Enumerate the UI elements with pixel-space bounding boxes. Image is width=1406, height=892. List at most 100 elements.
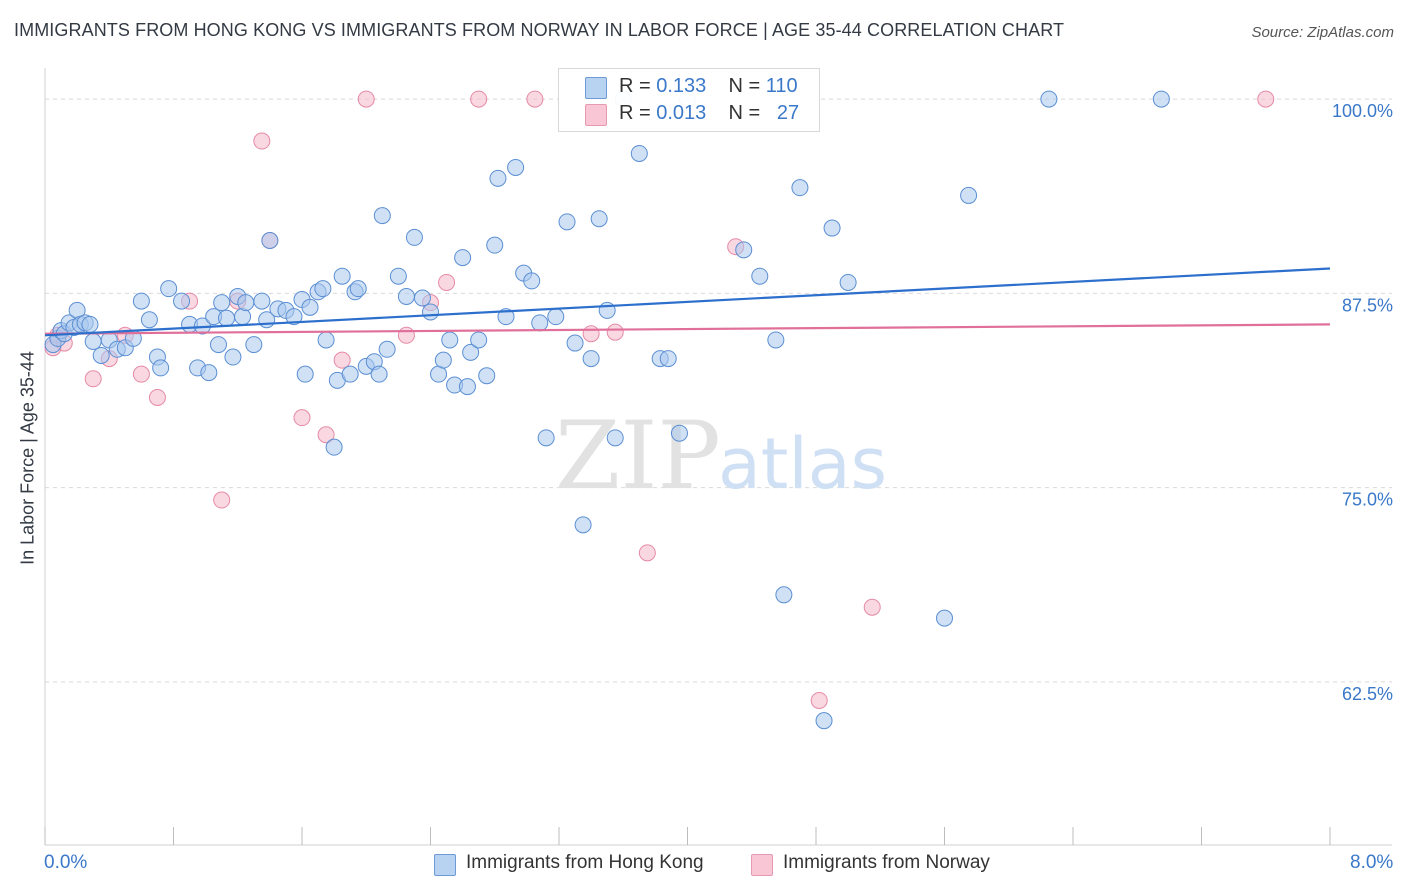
trend-lines [44, 267, 1331, 337]
hong-kong-point [341, 365, 359, 383]
y-tick-labels: 100.0% 87.5% 75.0% 62.5% [1332, 101, 1393, 704]
norway-point [357, 90, 375, 108]
watermark-zip: ZIP [555, 402, 721, 511]
norway-point [470, 90, 488, 108]
hong-kong-point [413, 289, 431, 307]
legend-n-value: 27 [776, 102, 800, 124]
hong-kong-point [333, 267, 351, 285]
hong-kong-point [815, 712, 833, 730]
watermark: ZIP atlas [555, 402, 887, 511]
source-credit: Source: ZipAtlas.com [1251, 24, 1394, 41]
hong-kong-point [224, 348, 242, 366]
norway-point [317, 426, 335, 444]
hong-kong-point [489, 169, 507, 187]
hong-kong-point [1040, 90, 1058, 108]
legend-r-label: R = [619, 102, 657, 124]
hong-kong-point [507, 158, 525, 176]
x-tick-label-min: 0.0% [44, 852, 88, 873]
hong-kong-point [735, 241, 753, 259]
hong-kong-point [960, 186, 978, 204]
norway-point [132, 365, 150, 383]
series-label-hong-kong: Immigrants from Hong Kong [466, 852, 704, 873]
hong-kong-point [370, 365, 388, 383]
norway-point [582, 325, 600, 343]
hong-kong-point [670, 424, 688, 442]
hong-kong-point [253, 292, 271, 310]
hong-kong-point [558, 213, 576, 231]
hong-kong-point [261, 231, 279, 249]
legend-swatch-norway [585, 104, 607, 126]
grid-lines [45, 98, 1392, 683]
hong-kong-point [537, 429, 555, 447]
hong-kong-point [458, 378, 476, 396]
legend-swatch-hong-kong [585, 77, 607, 99]
stats-legend: R = 0.133 N = 110 R = 0.013 N = 27 [558, 68, 820, 132]
series-label-norway: Immigrants from Norway [783, 852, 990, 873]
hong-kong-point [486, 236, 504, 254]
hong-kong-point [574, 516, 592, 534]
norway-point [253, 132, 271, 150]
x-tick-label-max: 8.0% [1350, 852, 1394, 873]
hong-kong-point [462, 343, 480, 361]
hong-kong-point [84, 333, 102, 351]
hong-kong-point [218, 309, 236, 327]
legend-r-label: R = [619, 75, 657, 97]
hong-kong-point [301, 298, 319, 316]
norway-point [293, 409, 311, 427]
hong-kong-point [659, 350, 677, 368]
hong-kong-trend-line [44, 267, 1331, 337]
hong-kong-point [936, 609, 953, 627]
hong-kong-point [566, 334, 584, 352]
y-tick-label: 87.5% [1342, 295, 1393, 315]
hong-kong-point [325, 438, 343, 456]
hong-kong-point [606, 429, 624, 447]
hong-kong-point [405, 228, 423, 246]
hong-kong-point [823, 219, 841, 237]
hong-kong-point [140, 311, 158, 329]
hong-kong-point [523, 272, 541, 290]
norway-point [84, 370, 102, 388]
series-swatch-norway [751, 854, 773, 876]
norway-point [526, 90, 544, 108]
watermark-atlas: atlas [718, 423, 887, 505]
hong-kong-point [160, 280, 178, 298]
hong-kong-point [791, 179, 809, 197]
hong-kong-point [397, 287, 415, 305]
hong-kong-point [547, 308, 565, 326]
hong-kong-point [373, 207, 391, 225]
hong-kong-point [296, 365, 314, 383]
hong-kong-point [470, 331, 488, 349]
norway-trend-line [44, 323, 1331, 335]
hong-kong-point [378, 340, 396, 358]
hong-kong-point [173, 292, 191, 310]
hong-kong-point [389, 267, 407, 285]
hong-kong-point [434, 351, 452, 369]
norway-point [863, 598, 881, 616]
norway-point [638, 544, 656, 562]
y-tick-label: 75.0% [1342, 490, 1393, 510]
hong-kong-point [1152, 90, 1170, 108]
hong-kong-point [775, 586, 793, 604]
hong-kong-point [152, 359, 170, 377]
hong-kong-point [285, 308, 303, 326]
hong-kong-point [422, 303, 439, 321]
norway-point [213, 491, 231, 509]
hong-kong-point [531, 314, 549, 332]
legend-n-label: N = [728, 102, 766, 124]
legend-n-value: 110 [765, 75, 798, 97]
hong-kong-point [582, 350, 600, 368]
hong-kong-point [200, 364, 218, 382]
hong-kong-point [314, 280, 332, 298]
hong-kong-point [209, 336, 227, 354]
hong-kong-point [92, 346, 110, 364]
chart-title: IMMIGRANTS FROM HONG KONG VS IMMIGRANTS … [14, 20, 1065, 40]
norway-point [333, 351, 351, 369]
hong-kong-point [349, 280, 367, 298]
hong-kong-point [497, 308, 515, 326]
hong-kong-point [767, 331, 785, 349]
hong-kong-point [245, 336, 263, 354]
norway-point [606, 323, 624, 341]
norway-points [44, 90, 1275, 709]
hong-kong-point [441, 331, 459, 349]
